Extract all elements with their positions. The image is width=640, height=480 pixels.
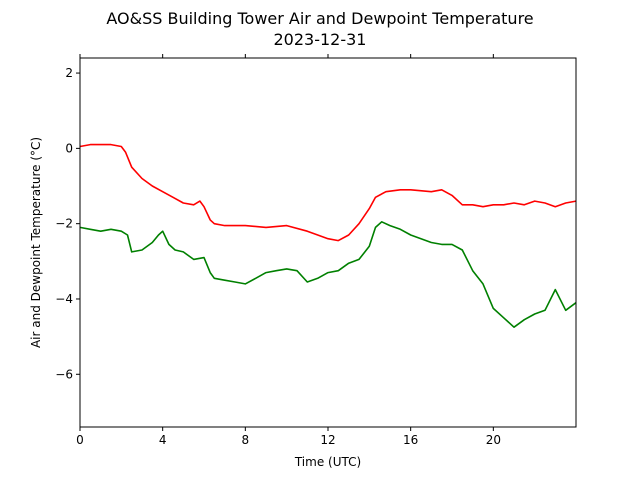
y-tick-label: −2: [55, 217, 73, 231]
y-tick-label: 2: [65, 66, 73, 80]
x-tick-label: 16: [403, 433, 418, 447]
x-axis-ticks: 0 4 8 12 16 20: [76, 54, 501, 447]
y-axis-ticks: −6 −4 −2 0 2: [55, 66, 80, 381]
y-tick-label: 0: [65, 141, 73, 155]
plot-frame: [79, 57, 577, 428]
x-axis-label: Time (UTC): [294, 455, 361, 469]
x-tick-label: 12: [320, 433, 335, 447]
series-line-1: [79, 143, 577, 242]
y-tick-label: −4: [55, 292, 73, 306]
y-axis-label: Air and Dewpoint Temperature (°C): [29, 137, 43, 348]
x-tick-label: 20: [486, 433, 501, 447]
x-tick-label: 0: [76, 433, 84, 447]
x-tick-label: 4: [159, 433, 167, 447]
chart-subtitle: 2023-12-31: [274, 30, 367, 49]
y-tick-label: −6: [55, 367, 73, 381]
x-tick-label: 8: [242, 433, 250, 447]
chart-title: AO&SS Building Tower Air and Dewpoint Te…: [106, 9, 533, 28]
series-line-2: [79, 221, 577, 328]
series-layer: [79, 143, 577, 328]
